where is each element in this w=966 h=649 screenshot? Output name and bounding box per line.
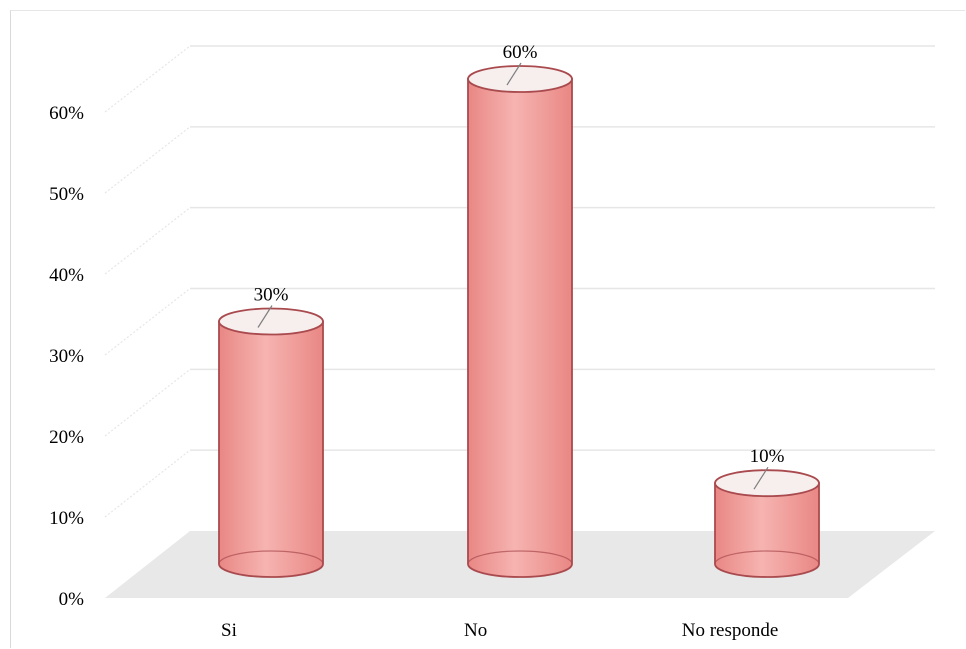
cylinder-top	[467, 65, 573, 93]
cylinder-body	[218, 320, 324, 578]
cylinder-bar	[714, 469, 820, 578]
data-label: 30%	[254, 285, 289, 306]
y-tick-label: 30%	[49, 346, 84, 367]
y-tick-label: 60%	[49, 103, 84, 124]
data-label: 10%	[750, 446, 785, 467]
gridline-diagonal	[104, 45, 191, 113]
cylinder-bar	[218, 307, 324, 578]
chart-frame	[10, 10, 965, 648]
cylinder-bar	[467, 65, 573, 578]
cylinder-base-back	[467, 550, 573, 565]
x-category-label: No responde	[682, 620, 779, 641]
data-label-leader	[257, 305, 273, 328]
cylinder-body	[714, 482, 820, 578]
cylinder-base-back	[218, 550, 324, 565]
cylinder-base-back	[714, 550, 820, 565]
y-tick-label: 10%	[49, 508, 84, 529]
y-tick-label: 0%	[59, 589, 85, 610]
data-label: 60%	[503, 42, 538, 63]
y-tick-label: 50%	[49, 184, 84, 205]
cylinder-top	[218, 307, 324, 336]
y-tick-label: 40%	[49, 265, 84, 286]
x-category-label: Si	[221, 620, 237, 641]
gridline-diagonal	[104, 288, 191, 356]
gridline-diagonal	[104, 126, 191, 194]
cylinder-body	[467, 78, 573, 578]
gridline-diagonal	[104, 207, 191, 275]
data-label-leader	[506, 62, 522, 86]
y-tick-label: 20%	[49, 427, 84, 448]
cylinder-top	[714, 469, 820, 498]
gridline-diagonal	[104, 368, 191, 437]
x-category-label: No	[464, 620, 487, 641]
gridline-diagonal	[104, 449, 191, 518]
data-label-leader	[753, 466, 769, 490]
